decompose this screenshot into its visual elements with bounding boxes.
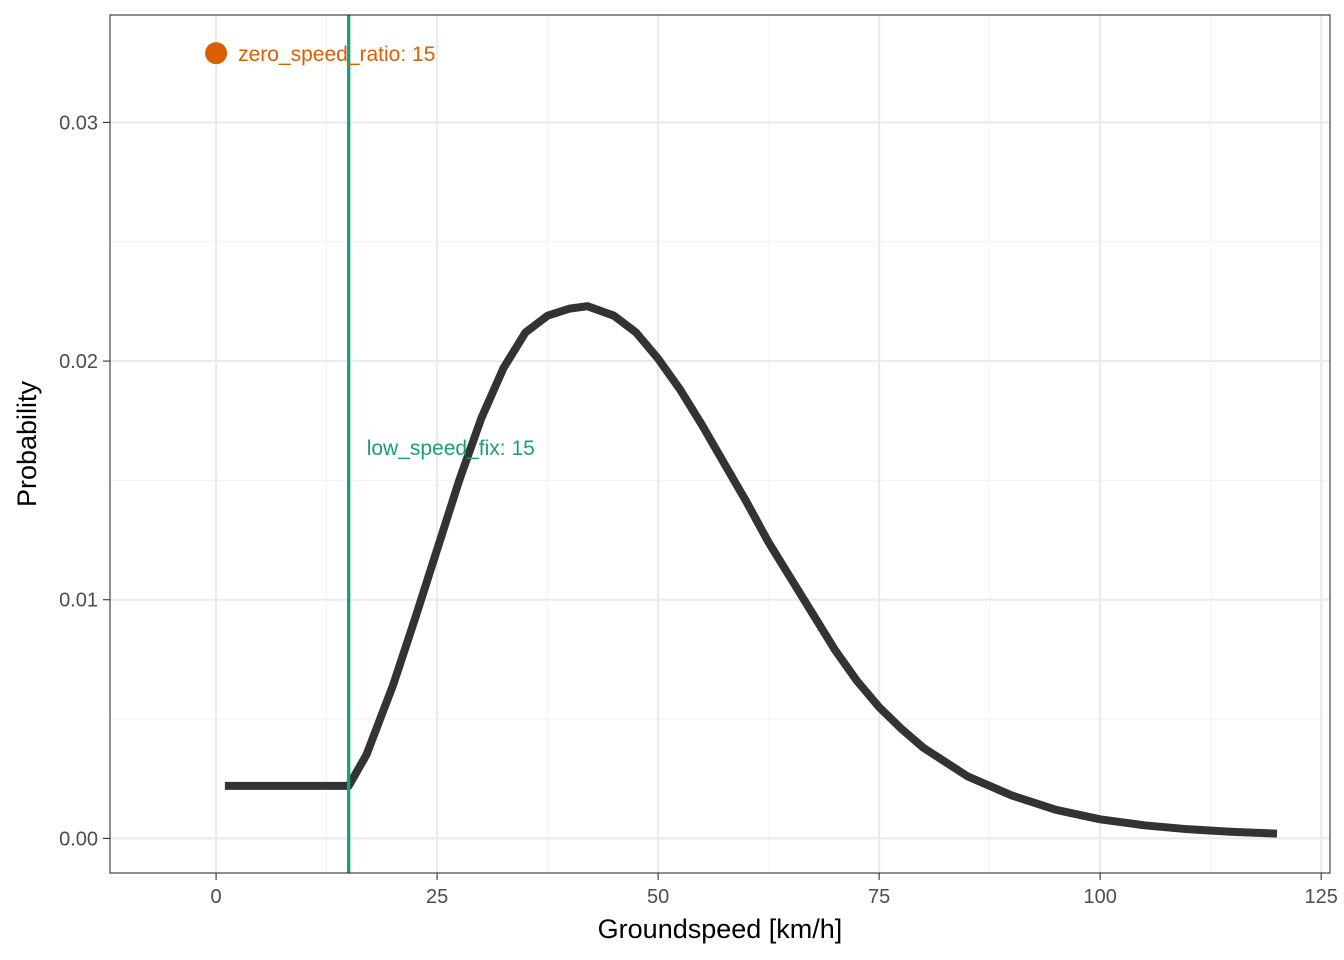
x-axis: 0 25 50 75 100 125 (211, 873, 1338, 908)
zero-speed-ratio-label: zero_speed_ratio: 15 (238, 43, 435, 66)
panel-border (109, 14, 1331, 874)
x-tick-label: 100 (1083, 886, 1116, 908)
y-tick-label: 0.03 (59, 112, 98, 134)
zero-speed-ratio-point (205, 42, 228, 65)
y-axis-title: Probability (12, 380, 42, 507)
major-gridlines (110, 15, 1330, 873)
minor-gridlines (110, 15, 1330, 873)
x-tick-label: 0 (211, 886, 222, 908)
x-tick-label: 25 (426, 886, 448, 908)
x-tick-label: 75 (868, 886, 890, 908)
data-marks: zero_speed_ratio: 15 low_speed_fix: 15 (205, 15, 1278, 873)
x-axis-title: Groundspeed [km/h] (598, 914, 843, 944)
y-axis: 0.00 0.01 0.02 0.03 (59, 112, 110, 850)
x-tick-label: 125 (1304, 886, 1337, 908)
x-tick-label: 50 (647, 886, 669, 908)
density-curve (224, 302, 1278, 838)
y-tick-label: 0.01 (59, 590, 98, 612)
low-speed-fix-label: low_speed_fix: 15 (367, 437, 535, 460)
y-tick-label: 0.02 (59, 351, 98, 373)
y-tick-label: 0.00 (59, 828, 98, 850)
